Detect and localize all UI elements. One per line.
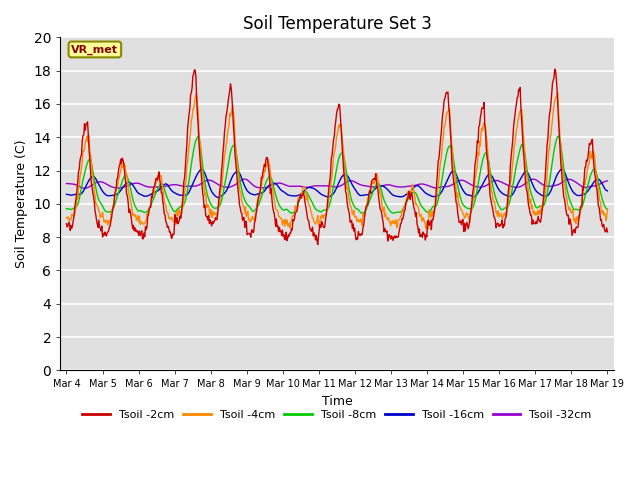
X-axis label: Time: Time [321, 395, 353, 408]
Y-axis label: Soil Temperature (C): Soil Temperature (C) [15, 140, 28, 268]
Text: VR_met: VR_met [72, 44, 118, 55]
Title: Soil Temperature Set 3: Soil Temperature Set 3 [243, 15, 431, 33]
Legend: Tsoil -2cm, Tsoil -4cm, Tsoil -8cm, Tsoil -16cm, Tsoil -32cm: Tsoil -2cm, Tsoil -4cm, Tsoil -8cm, Tsoi… [78, 406, 596, 425]
